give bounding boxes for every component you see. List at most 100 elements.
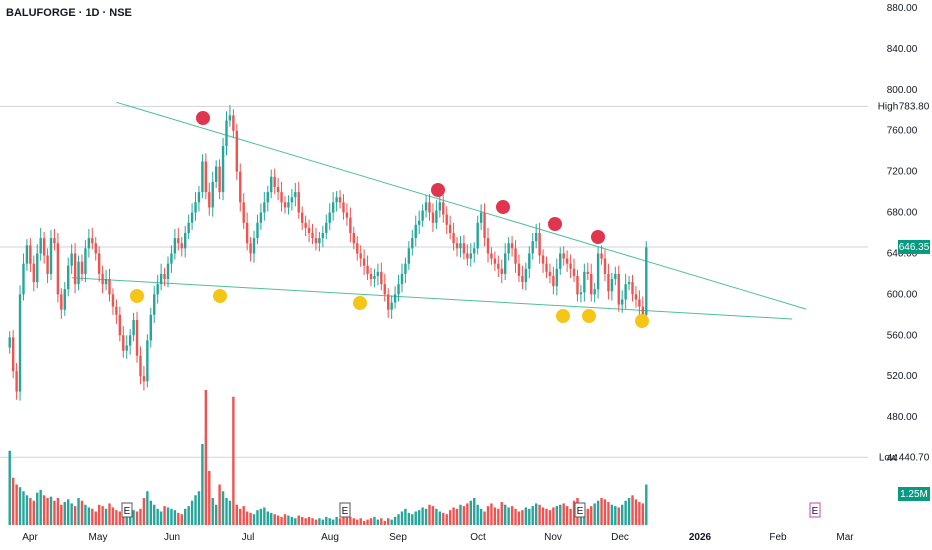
volume-bar xyxy=(462,506,466,525)
candle-body xyxy=(77,261,80,285)
angry-face-icon xyxy=(496,200,510,214)
volume-bar xyxy=(122,512,125,525)
candle-body xyxy=(42,238,46,256)
volume-bar xyxy=(387,518,390,525)
candle-body xyxy=(304,222,307,228)
volume-bar xyxy=(60,504,63,525)
candle-body xyxy=(314,238,318,244)
candle-body xyxy=(325,222,328,233)
candle-body xyxy=(583,271,586,293)
volume-bar xyxy=(548,510,552,525)
earnings-marker xyxy=(339,502,351,518)
candle-body xyxy=(528,253,531,269)
volume-bar xyxy=(32,500,36,525)
candle-body xyxy=(634,294,638,300)
candle-body xyxy=(493,258,497,264)
price-tick-label: 840.00 xyxy=(887,44,918,55)
candle-body xyxy=(490,253,493,259)
candle-body xyxy=(521,275,524,283)
price-tick-label: 800.00 xyxy=(887,85,918,96)
volume-bar xyxy=(404,508,407,525)
high-tag-value: 783.80 xyxy=(899,101,930,112)
volume-bar xyxy=(479,508,483,525)
price-tick-label: 480.00 xyxy=(887,412,918,423)
candle-body xyxy=(373,275,376,280)
volume-bar xyxy=(11,477,15,525)
candle-body xyxy=(139,355,142,377)
volume-bar xyxy=(569,508,572,525)
candle-body xyxy=(538,233,541,256)
candle-body xyxy=(60,294,63,310)
grid-layer xyxy=(0,105,868,458)
candle-body xyxy=(555,268,559,287)
candle-body xyxy=(603,258,607,274)
candle-body xyxy=(53,238,56,244)
volume-bar xyxy=(290,516,294,525)
candle-body xyxy=(266,192,269,203)
candle-body xyxy=(486,238,490,254)
volume-bar xyxy=(610,504,614,525)
candle-body xyxy=(49,238,53,274)
volume-bar xyxy=(263,507,266,525)
volume-bar xyxy=(139,508,142,525)
candle-body xyxy=(376,271,380,276)
earnings-marker xyxy=(574,502,586,518)
candle-body xyxy=(397,284,400,295)
candle-body xyxy=(101,273,104,285)
candle-body xyxy=(201,161,204,193)
volume-bar xyxy=(135,511,139,525)
volume-bar xyxy=(545,508,548,525)
volume-bar xyxy=(593,503,596,525)
candle-body xyxy=(153,294,156,315)
volume-bar xyxy=(620,504,624,525)
volume-bar xyxy=(331,519,335,525)
angry-face-icon xyxy=(431,183,445,197)
volume-bar xyxy=(617,507,620,525)
candle-body xyxy=(321,233,325,239)
candle-body xyxy=(342,202,345,213)
volume-bar xyxy=(393,516,397,525)
candle-body xyxy=(387,294,390,310)
volume-bar xyxy=(321,519,325,525)
candle-body xyxy=(46,255,49,274)
future-earnings-marker-label: E xyxy=(812,506,819,517)
candle-body xyxy=(442,202,445,215)
candle-body xyxy=(25,245,29,264)
candle-body xyxy=(641,306,645,315)
volume-bar xyxy=(314,519,318,525)
candle-body xyxy=(232,115,235,131)
volume-bar xyxy=(159,511,163,525)
candle-body xyxy=(579,292,583,295)
candle-body xyxy=(631,282,634,295)
volume-bar xyxy=(67,499,70,525)
candle-body xyxy=(624,284,627,300)
volume-bar xyxy=(414,511,417,525)
candle-body xyxy=(476,222,479,249)
volume-bar xyxy=(163,506,166,525)
volume-bar xyxy=(190,500,194,525)
candle-body xyxy=(627,282,631,285)
candle-body xyxy=(287,202,290,208)
volume-bar xyxy=(435,508,438,525)
candle-body xyxy=(349,217,352,233)
volume-bar xyxy=(497,508,500,525)
volume-bar xyxy=(600,498,603,525)
candle-body xyxy=(290,197,294,203)
price-tick-label: 720.00 xyxy=(887,167,918,178)
volume-bar xyxy=(428,504,431,525)
candle-body xyxy=(504,253,507,274)
volume-bar xyxy=(455,508,459,525)
volume-bar xyxy=(184,508,187,525)
volume-bar xyxy=(335,516,338,525)
candle-body xyxy=(572,268,576,276)
candle-layer xyxy=(8,105,648,401)
last-price-tag-bg xyxy=(898,239,930,254)
volume-bar xyxy=(177,512,180,525)
time-axis: Apr May Jun Jul Aug Sep Oct Nov Dec 2026 Feb Mar xyxy=(22,532,854,543)
candle-body xyxy=(104,279,108,285)
smiley-face-icon xyxy=(353,296,367,310)
candle-body xyxy=(80,261,84,274)
